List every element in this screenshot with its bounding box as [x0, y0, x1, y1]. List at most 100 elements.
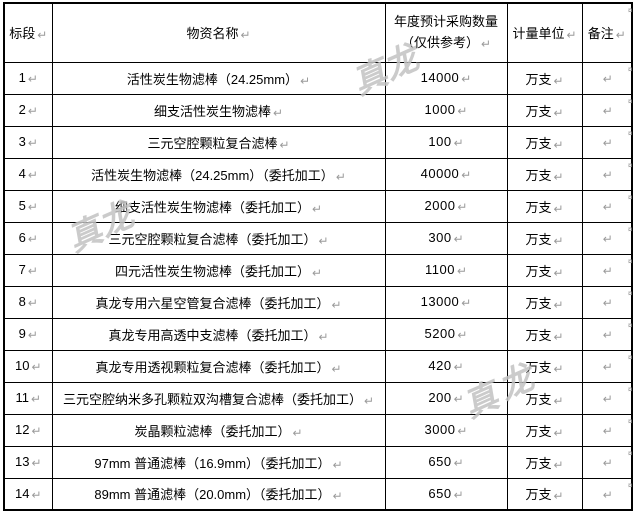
header-lot-label: 标段	[9, 26, 36, 42]
paragraph-mark: ↵	[27, 136, 38, 150]
row-number-cell-text: 11	[15, 390, 29, 405]
quantity-cell: 420 ↵	[384, 349, 508, 383]
unit-cell-text: 万支	[525, 295, 552, 311]
unit-cell-text: 万支	[525, 231, 552, 247]
material-name-cell-text: 三元空腔颗粒复合滤棒（委托加工）	[108, 231, 317, 247]
paragraph-mark: ↵	[27, 200, 38, 214]
paragraph-mark: ↵	[461, 72, 472, 86]
paragraph-mark: ↵	[318, 233, 329, 248]
remark-cell: ↵	[581, 349, 633, 383]
unit-cell-text: 万支	[525, 263, 552, 279]
paragraph-mark: ↵	[27, 168, 38, 182]
quantity-cell-text: 3000	[424, 422, 456, 437]
quantity-cell-text: 1100	[424, 262, 455, 277]
paragraph-mark: ↵	[363, 393, 375, 408]
remark-cell: ↵	[581, 381, 633, 415]
paragraph-mark: ↵	[318, 329, 329, 344]
row-number-cell-text: 7	[18, 262, 26, 277]
paragraph-mark: ↵	[602, 72, 613, 86]
paragraph-mark: ↵	[553, 425, 564, 440]
table-row: 14 ↵ 89mm 普通滤棒（20.0mm）（委托加工） ↵ 650 ↵ 万支 ↵ ↵	[3, 477, 633, 511]
paragraph-mark: ↵	[457, 424, 468, 438]
quantity-cell: 650 ↵	[384, 445, 508, 479]
paragraph-mark: ↵	[461, 296, 472, 310]
material-name-cell-text: 细支活性炭生物滤棒（委托加工）	[114, 199, 310, 215]
header-unit-label: 计量单位	[512, 26, 565, 42]
row-number-cell-text: 12	[14, 422, 30, 437]
procurement-table: 标段 ↵ 物资名称 ↵ 年度预计采购数量 （仅供参考） ↵ 计量单位 ↵ 备注 ↵ 1 ↵ 活…	[3, 2, 633, 511]
row-number-cell: 11 ↵	[3, 381, 53, 415]
row-number-cell-text: 9	[18, 326, 26, 341]
paragraph-mark: ↵	[461, 168, 472, 182]
material-name-cell-text: 真龙专用透视颗粒复合滤棒（委托加工）	[95, 359, 330, 375]
quantity-cell: 3000 ↵	[384, 413, 508, 447]
paragraph-mark: ↵	[31, 487, 42, 502]
paragraph-mark: ↵	[602, 232, 613, 246]
paragraph-mark: ↵	[602, 200, 613, 214]
paragraph-mark: ↵	[453, 392, 464, 406]
table-row: 2 ↵ 细支活性炭生物滤棒 ↵ 1000 ↵ 万支 ↵ ↵	[3, 93, 633, 127]
paragraph-mark: ↵	[602, 104, 613, 118]
paragraph-mark: ↵	[27, 104, 38, 118]
header-remark-label: 备注	[587, 26, 614, 42]
unit-cell-text: 万支	[525, 327, 552, 343]
paragraph-mark: ↵	[602, 456, 613, 470]
row-number-cell-text: 5	[18, 198, 26, 213]
header-material-name: 物资名称 ↵	[51, 2, 386, 63]
table-row: 5 ↵ 细支活性炭生物滤棒（委托加工） ↵ 2000 ↵ 万支 ↵ ↵	[3, 189, 633, 223]
paragraph-mark: ↵	[31, 360, 42, 374]
paragraph-mark: ↵	[27, 232, 38, 246]
paragraph-mark: ↵	[31, 424, 42, 438]
quantity-cell: 650 ↵	[384, 477, 508, 511]
paragraph-mark: ↵	[602, 296, 613, 310]
quantity-cell-text: 100	[428, 134, 452, 149]
remark-cell: ↵	[581, 445, 633, 479]
quantity-cell: 100 ↵	[384, 125, 508, 159]
unit-cell: 万支 ↵	[506, 157, 583, 191]
paragraph-mark: ↵	[311, 265, 323, 280]
unit-cell-text: 万支	[525, 71, 552, 87]
paragraph-mark: ↵	[27, 296, 38, 310]
paragraph-mark: ↵	[480, 36, 492, 51]
quantity-cell-text: 5200	[424, 326, 456, 341]
quantity-cell-text: 1000	[424, 102, 456, 117]
unit-cell: 万支 ↵	[506, 349, 583, 383]
table-row: 6 ↵ 三元空腔颗粒复合滤棒（委托加工） ↵ 300 ↵ 万支 ↵ ↵	[3, 221, 633, 255]
paragraph-mark: ↵	[553, 137, 564, 152]
table-row: 1 ↵ 活性炭生物滤棒（24.25mm） ↵ 14000 ↵ 万支 ↵ ↵	[3, 61, 633, 95]
unit-cell: 万支 ↵	[506, 189, 583, 223]
unit-cell: 万支 ↵	[506, 413, 583, 447]
row-number-cell: 14 ↵	[3, 477, 53, 511]
paragraph-mark: ↵	[553, 265, 564, 280]
row-number-cell: 7 ↵	[3, 253, 53, 287]
paragraph-mark: ↵	[300, 73, 311, 88]
quantity-cell: 13000 ↵	[384, 285, 508, 319]
header-row: 标段 ↵ 物资名称 ↵ 年度预计采购数量 （仅供参考） ↵ 计量单位 ↵ 备注 ↵	[3, 2, 633, 63]
row-number-cell-text: 14	[14, 485, 30, 501]
row-number-cell-text: 4	[18, 166, 26, 181]
material-name-cell: 89mm 普通滤棒（20.0mm）（委托加工） ↵	[51, 477, 386, 511]
paragraph-mark: ↵	[602, 487, 613, 502]
quantity-cell: 200 ↵	[384, 381, 508, 415]
quantity-cell-text: 420	[428, 358, 452, 373]
paragraph-mark: ↵	[453, 232, 464, 246]
row-number-cell: 8 ↵	[3, 285, 53, 319]
paragraph-mark: ↵	[31, 456, 42, 470]
material-name-cell: 三元空腔纳米多孔颗粒双沟槽复合滤棒（委托加工） ↵	[51, 381, 386, 415]
unit-cell-text: 万支	[525, 167, 552, 183]
row-number-cell: 3 ↵	[3, 125, 53, 159]
material-name-cell: 三元空腔颗粒复合滤棒 ↵	[51, 125, 386, 159]
paragraph-mark: ↵	[279, 137, 290, 152]
material-name-cell-text: 活性炭生物滤棒（24.25mm）	[126, 71, 299, 87]
paragraph-mark: ↵	[27, 328, 38, 342]
material-name-cell-text: 三元空腔颗粒复合滤棒	[147, 135, 278, 151]
material-name-cell: 活性炭生物滤棒（24.25mm）（委托加工） ↵	[51, 157, 386, 191]
remark-cell: ↵	[581, 125, 633, 159]
quantity-cell-text: 14000	[420, 70, 460, 85]
unit-cell: 万支 ↵	[506, 93, 583, 127]
row-number-cell: 12 ↵	[3, 413, 53, 447]
table-row: 10 ↵ 真龙专用透视颗粒复合滤棒（委托加工） ↵ 420 ↵ 万支 ↵ ↵	[3, 349, 633, 383]
row-number-cell-text: 8	[18, 294, 26, 309]
row-number-cell: 1 ↵	[3, 61, 53, 95]
quantity-cell: 5200 ↵	[384, 317, 508, 351]
